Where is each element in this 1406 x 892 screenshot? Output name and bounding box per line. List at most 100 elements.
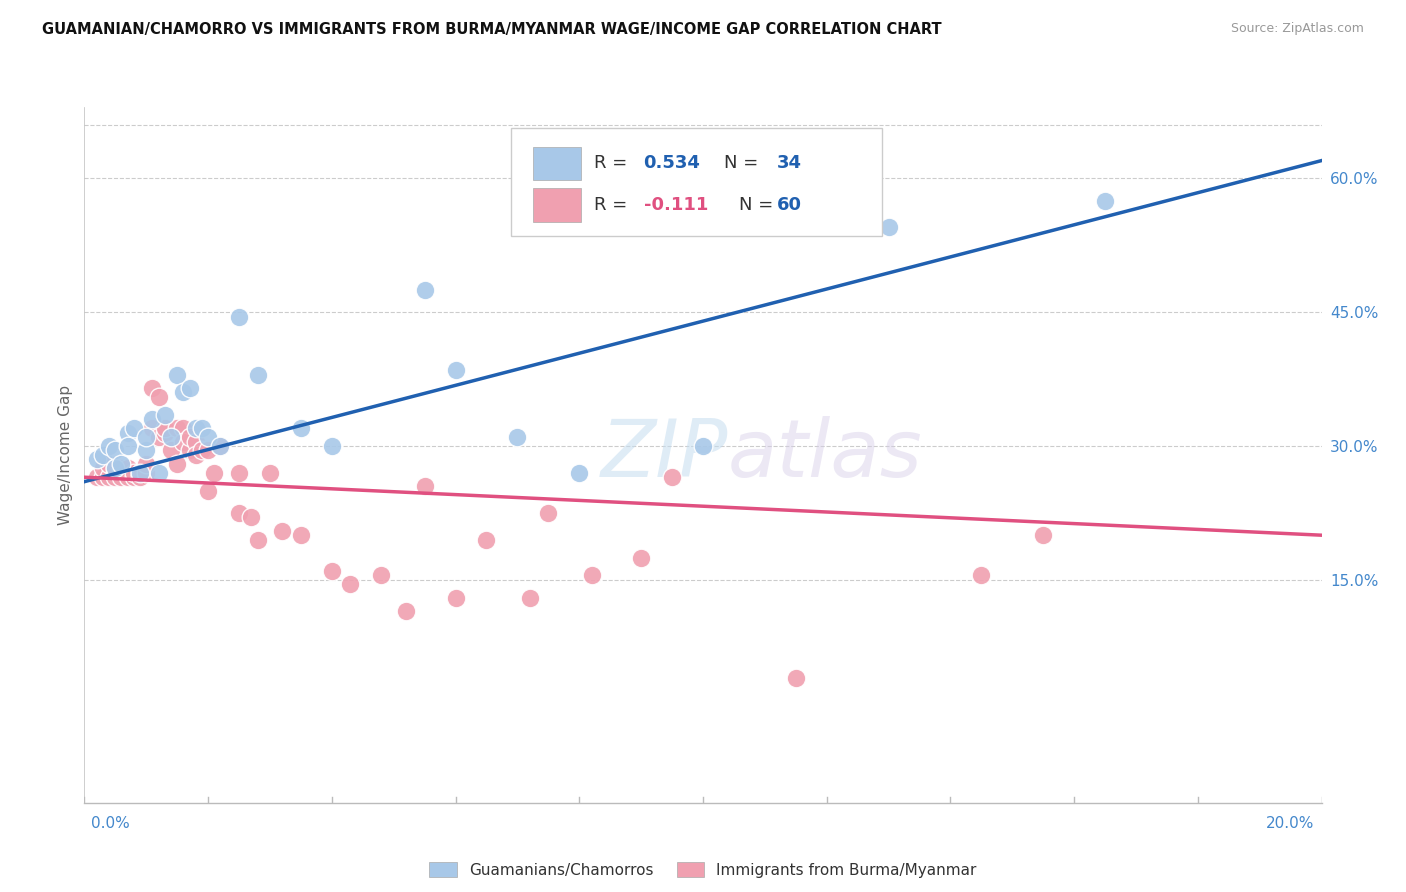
Point	[209, 439, 232, 453]
Point	[259, 466, 281, 480]
Point	[110, 461, 132, 475]
Point	[395, 604, 418, 618]
Text: atlas: atlas	[728, 416, 922, 494]
Point	[172, 421, 194, 435]
Point	[191, 443, 214, 458]
Point	[148, 390, 170, 404]
Point	[228, 310, 250, 324]
Text: 60: 60	[778, 196, 803, 214]
Point	[197, 483, 219, 498]
Point	[117, 425, 139, 440]
Point	[129, 466, 152, 480]
Point	[970, 568, 993, 582]
Point	[172, 385, 194, 400]
Point	[197, 443, 219, 458]
Point	[122, 470, 145, 484]
Point	[197, 430, 219, 444]
Point	[110, 457, 132, 471]
Point	[141, 412, 163, 426]
Point	[537, 506, 560, 520]
Point	[135, 430, 157, 444]
Point	[785, 671, 807, 685]
Point	[413, 479, 436, 493]
Point	[117, 461, 139, 475]
Text: N =: N =	[724, 154, 763, 172]
Point	[179, 381, 201, 395]
Point	[444, 591, 467, 605]
FancyBboxPatch shape	[533, 146, 581, 180]
Point	[122, 421, 145, 435]
Point	[166, 368, 188, 382]
Point	[246, 368, 269, 382]
Point	[339, 577, 361, 591]
Point	[444, 363, 467, 377]
Point	[153, 421, 176, 435]
Point	[519, 591, 541, 605]
Point	[117, 439, 139, 453]
Text: 34: 34	[778, 154, 803, 172]
Point	[692, 439, 714, 453]
Text: -0.111: -0.111	[644, 196, 709, 214]
Point	[148, 430, 170, 444]
Point	[581, 568, 603, 582]
Point	[209, 439, 232, 453]
Point	[86, 470, 108, 484]
Text: 20.0%: 20.0%	[1267, 816, 1315, 831]
FancyBboxPatch shape	[533, 188, 581, 222]
Point	[148, 466, 170, 480]
Y-axis label: Wage/Income Gap: Wage/Income Gap	[58, 384, 73, 525]
Point	[228, 466, 250, 480]
Text: ZIP: ZIP	[600, 416, 728, 494]
Point	[160, 430, 183, 444]
Point	[184, 434, 207, 449]
Point	[160, 443, 183, 458]
Text: 0.0%: 0.0%	[91, 816, 131, 831]
FancyBboxPatch shape	[512, 128, 883, 235]
Point	[110, 470, 132, 484]
Text: 0.534: 0.534	[644, 154, 700, 172]
Point	[184, 421, 207, 435]
Point	[184, 448, 207, 462]
Point	[1094, 194, 1116, 208]
Point	[104, 443, 127, 458]
Point	[240, 510, 263, 524]
Point	[135, 443, 157, 458]
Point	[135, 466, 157, 480]
Point	[179, 443, 201, 458]
Point	[290, 421, 312, 435]
Point	[661, 470, 683, 484]
Point	[104, 466, 127, 480]
Text: N =: N =	[740, 196, 779, 214]
Point	[166, 421, 188, 435]
Point	[141, 421, 163, 435]
Point	[246, 533, 269, 547]
Point	[172, 434, 194, 449]
Point	[506, 430, 529, 444]
Text: Source: ZipAtlas.com: Source: ZipAtlas.com	[1230, 22, 1364, 36]
Text: R =: R =	[595, 154, 633, 172]
Point	[98, 439, 121, 453]
Text: R =: R =	[595, 196, 633, 214]
Point	[122, 466, 145, 480]
Point	[91, 470, 114, 484]
Point	[630, 550, 652, 565]
Point	[290, 528, 312, 542]
Point	[129, 466, 152, 480]
Point	[104, 461, 127, 475]
Point	[228, 506, 250, 520]
Point	[321, 439, 343, 453]
Point	[568, 466, 591, 480]
Point	[191, 421, 214, 435]
Point	[98, 470, 121, 484]
Point	[91, 448, 114, 462]
Point	[413, 283, 436, 297]
Point	[179, 430, 201, 444]
Point	[135, 457, 157, 471]
Point	[877, 220, 900, 235]
Point	[153, 425, 176, 440]
Point	[153, 408, 176, 422]
Text: GUAMANIAN/CHAMORRO VS IMMIGRANTS FROM BURMA/MYANMAR WAGE/INCOME GAP CORRELATION : GUAMANIAN/CHAMORRO VS IMMIGRANTS FROM BU…	[42, 22, 942, 37]
Point	[202, 466, 225, 480]
Point	[321, 564, 343, 578]
Point	[117, 470, 139, 484]
